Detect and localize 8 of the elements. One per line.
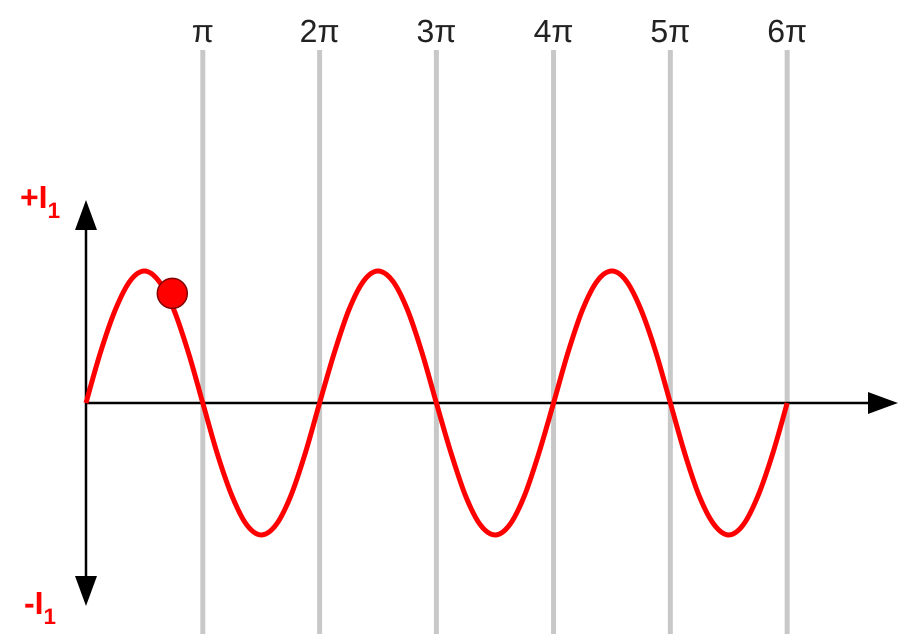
- x-tick-label: 4π: [534, 13, 574, 49]
- x-tick-label: π: [192, 13, 214, 49]
- x-tick-label: 2π: [300, 13, 340, 49]
- y-tick-label: -I$_{1}$: [24, 585, 56, 630]
- x-tick-label: 6π: [767, 13, 808, 49]
- y-tick-label: +I$_{1}$: [20, 179, 60, 224]
- x-tick-label: 5π: [650, 13, 690, 49]
- x-tick-label: 3π: [416, 13, 456, 49]
